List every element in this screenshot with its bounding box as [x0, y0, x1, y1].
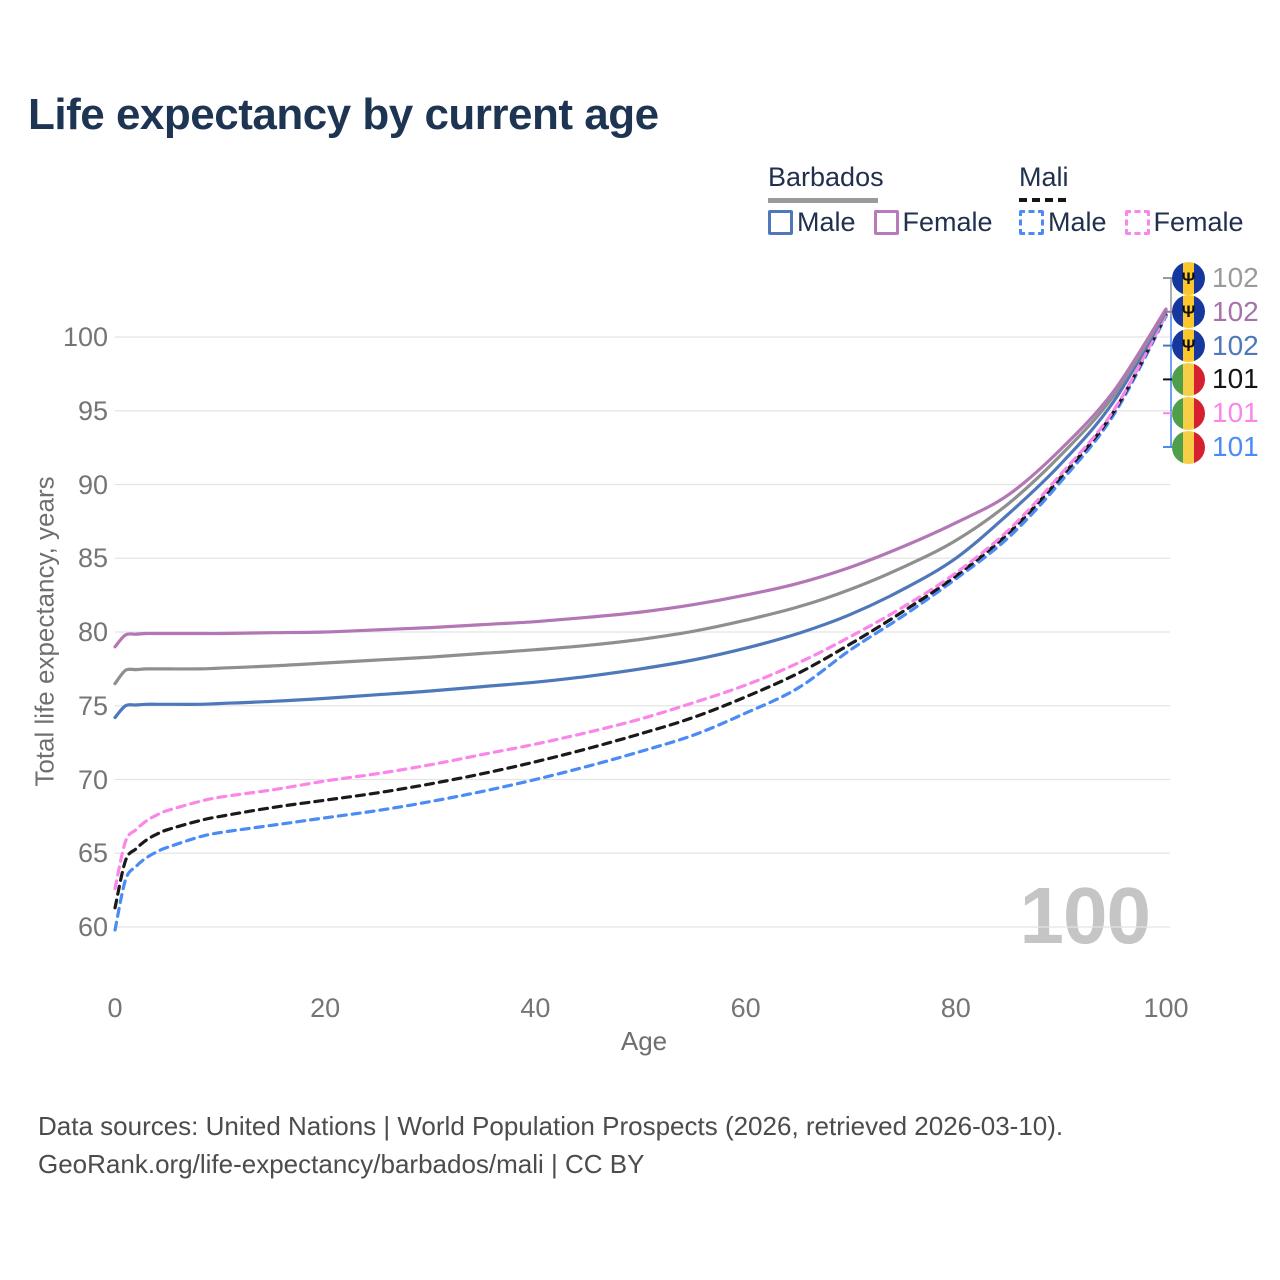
legend-items: Male Female — [1019, 207, 1262, 238]
age-watermark: 100 — [1019, 871, 1151, 960]
series-line-mali_female[interactable] — [113, 313, 1168, 891]
x-tick-label: 100 — [1143, 993, 1189, 1023]
barbados-flag-icon: Ψ — [1172, 261, 1205, 295]
end-label-row-barbados_male: Ψ 102 — [1172, 329, 1259, 363]
mali-flag-icon — [1172, 362, 1205, 396]
x-axis-title: Age — [620, 1026, 668, 1056]
legend-swatch-barbados-female[interactable] — [873, 210, 899, 235]
y-tick-label: 60 — [77, 912, 108, 942]
barbados-trident-icon: Ψ — [1181, 336, 1196, 356]
end-value-label: 101 — [1212, 363, 1259, 395]
legend-item-label[interactable]: Female — [902, 207, 993, 237]
footer-attribution: GeoRank.org/life-expectancy/barbados/mal… — [38, 1149, 645, 1179]
end-value-label: 102 — [1212, 329, 1259, 361]
y-tick-label: 90 — [77, 469, 108, 500]
end-value-label: 101 — [1212, 397, 1259, 429]
mali-flag-icon — [1172, 430, 1205, 464]
y-tick-label: 75 — [77, 690, 108, 721]
series-line-mali_male[interactable] — [113, 314, 1168, 932]
legend-solid-line-sample — [768, 198, 878, 203]
y-tick-label: 95 — [77, 395, 108, 426]
series-line-barbados_total[interactable] — [113, 308, 1168, 686]
legend-items: Male Female — [768, 207, 1011, 238]
legend-group-barbados: Barbados Male Female — [768, 162, 993, 237]
x-tick-label: 0 — [107, 993, 123, 1023]
legend-country-label[interactable]: Barbados — [768, 162, 884, 192]
barbados-trident-icon: Ψ — [1181, 302, 1196, 322]
legend-item-label[interactable]: Female — [1153, 207, 1244, 237]
y-tick-label: 65 — [77, 838, 108, 869]
legend-swatch-barbados-male[interactable] — [768, 210, 793, 235]
y-tick-label: 100 — [62, 322, 108, 352]
end-label-row-barbados_total: Ψ 102 — [1172, 261, 1259, 295]
barbados-trident-icon: Ψ — [1181, 268, 1196, 288]
end-label-row-mali_total: 101 — [1172, 362, 1259, 396]
legend-item-label[interactable]: Male — [797, 207, 856, 237]
legend-country-label[interactable]: Mali — [1019, 162, 1069, 192]
footer: Data sources: United Nations | World Pop… — [38, 1107, 1063, 1183]
series-line-barbados_female[interactable] — [113, 307, 1168, 649]
mali-flag-icon — [1172, 396, 1205, 430]
x-tick-label: 40 — [520, 993, 551, 1023]
end-label-row-mali_female: 101 — [1172, 396, 1259, 430]
legend-item-label[interactable]: Male — [1048, 207, 1107, 237]
end-label-row-mali_male: 101 — [1172, 430, 1259, 464]
y-tick-label: 85 — [77, 543, 108, 574]
x-tick-label: 80 — [940, 993, 971, 1023]
end-label-row-barbados_female: Ψ 102 — [1172, 295, 1259, 329]
footer-data-sources: Data sources: United Nations | World Pop… — [38, 1111, 1064, 1141]
barbados-flag-icon: Ψ — [1172, 329, 1205, 363]
barbados-flag-icon: Ψ — [1172, 295, 1205, 329]
series-line-mali_total[interactable] — [113, 313, 1168, 910]
end-value-label: 102 — [1212, 295, 1259, 327]
series-line-barbados_male[interactable] — [113, 310, 1168, 720]
legend-swatch-mali-male[interactable] — [1019, 210, 1044, 235]
y-tick-label: 80 — [77, 617, 108, 647]
legend-swatch-mali-female[interactable] — [1124, 210, 1150, 235]
legend-group-mali: Mali Male Female — [1019, 162, 1244, 237]
legend-dashed-line-sample — [1019, 198, 1071, 202]
y-tick-label: 70 — [77, 764, 108, 795]
end-value-label: 102 — [1212, 262, 1259, 293]
end-value-label: 101 — [1212, 431, 1259, 462]
page-title: Life expectancy by current age — [28, 90, 659, 139]
x-tick-label: 20 — [310, 993, 341, 1023]
x-tick-label: 60 — [730, 993, 761, 1023]
